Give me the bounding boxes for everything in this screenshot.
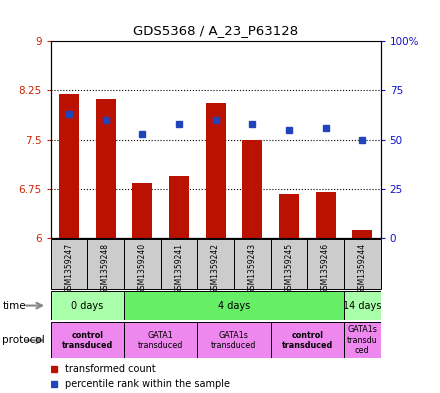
- Text: GSM1359243: GSM1359243: [248, 242, 257, 294]
- Text: GSM1359245: GSM1359245: [284, 242, 293, 294]
- Bar: [51, 322, 124, 358]
- Bar: [352, 230, 372, 238]
- Text: GSM1359248: GSM1359248: [101, 242, 110, 294]
- Bar: [315, 192, 336, 238]
- Text: 14 days: 14 days: [343, 301, 381, 310]
- Bar: [124, 291, 344, 320]
- Text: control
transduced: control transduced: [282, 331, 333, 350]
- FancyBboxPatch shape: [271, 239, 307, 289]
- Text: GSM1359241: GSM1359241: [174, 242, 183, 294]
- Bar: [205, 103, 226, 238]
- Bar: [169, 176, 189, 238]
- Bar: [344, 291, 381, 320]
- Title: GDS5368 / A_23_P63128: GDS5368 / A_23_P63128: [133, 24, 298, 37]
- Text: 4 days: 4 days: [218, 301, 250, 310]
- Text: time: time: [2, 301, 26, 310]
- FancyBboxPatch shape: [344, 239, 381, 289]
- Bar: [242, 140, 262, 238]
- Text: GATA1s
transduced: GATA1s transduced: [211, 331, 257, 350]
- Text: GSM1359247: GSM1359247: [64, 242, 73, 294]
- FancyBboxPatch shape: [124, 239, 161, 289]
- FancyBboxPatch shape: [161, 239, 197, 289]
- Text: GATA1s
transdu
ced: GATA1s transdu ced: [347, 325, 378, 355]
- Text: percentile rank within the sample: percentile rank within the sample: [66, 379, 231, 389]
- FancyBboxPatch shape: [87, 239, 124, 289]
- Bar: [51, 291, 124, 320]
- Text: transformed count: transformed count: [66, 364, 156, 374]
- FancyBboxPatch shape: [234, 239, 271, 289]
- Text: GSM1359246: GSM1359246: [321, 242, 330, 294]
- Text: GSM1359242: GSM1359242: [211, 242, 220, 294]
- Bar: [124, 322, 197, 358]
- Text: GATA1
transduced: GATA1 transduced: [138, 331, 183, 350]
- Bar: [279, 194, 299, 238]
- Bar: [95, 99, 116, 238]
- FancyBboxPatch shape: [51, 239, 87, 289]
- Text: 0 days: 0 days: [71, 301, 103, 310]
- Bar: [59, 94, 79, 238]
- Bar: [197, 322, 271, 358]
- Text: GSM1359244: GSM1359244: [358, 242, 367, 294]
- FancyBboxPatch shape: [307, 239, 344, 289]
- Bar: [271, 322, 344, 358]
- Text: control
transduced: control transduced: [62, 331, 113, 350]
- FancyBboxPatch shape: [197, 239, 234, 289]
- Bar: [344, 322, 381, 358]
- Text: protocol: protocol: [2, 335, 45, 345]
- Text: GSM1359240: GSM1359240: [138, 242, 147, 294]
- Bar: [132, 184, 152, 238]
